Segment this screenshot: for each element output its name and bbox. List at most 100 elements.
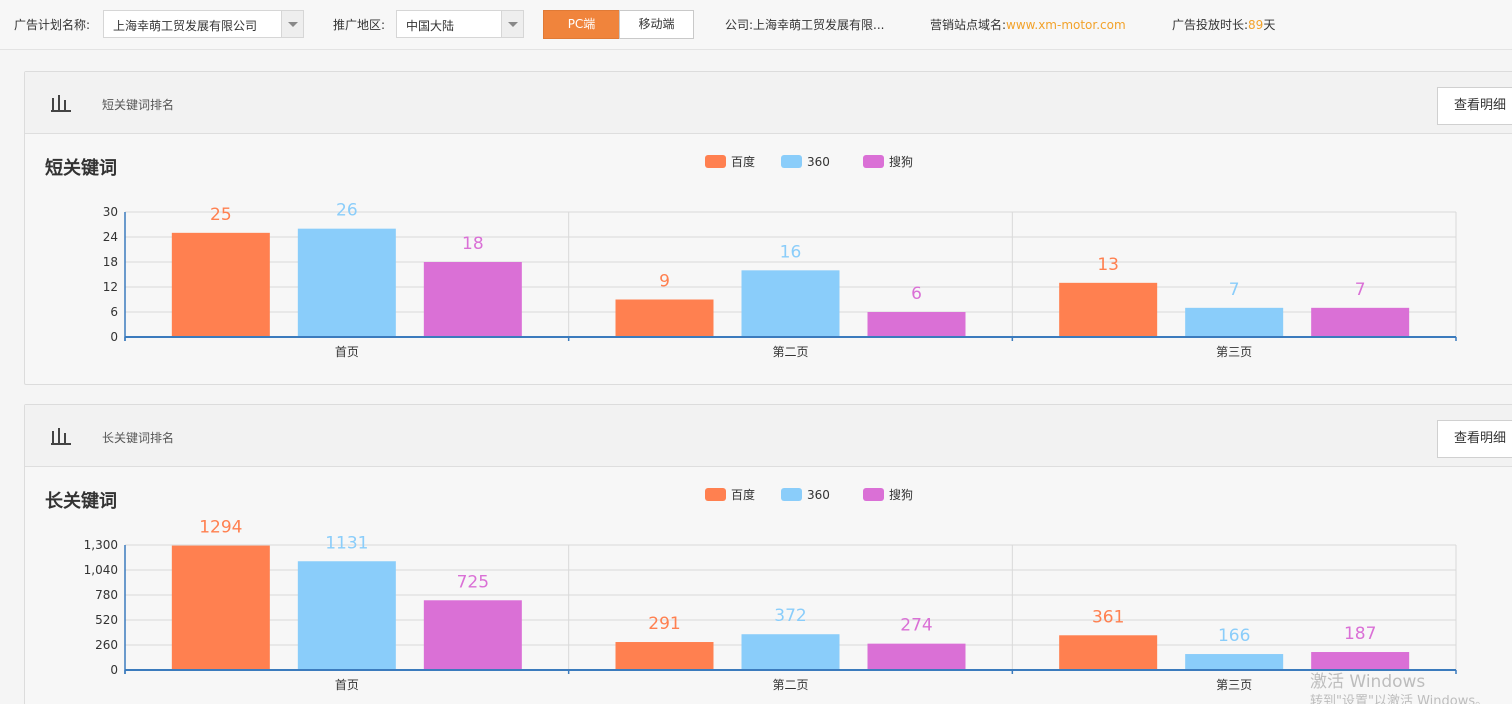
duration-unit: 天 [1263, 18, 1276, 32]
bar-sougou [423, 600, 522, 670]
region-label: 推广地区: [333, 18, 386, 32]
bar-360 [297, 228, 396, 337]
bar-360 [1185, 654, 1284, 670]
region-select[interactable]: 中国大陆 [396, 10, 524, 38]
region-select-value: 中国大陆 [406, 19, 455, 33]
bar-value-label: 1294 [199, 518, 242, 538]
x-tick-label: 第三页 [1216, 678, 1252, 692]
company-value: 上海幸萌工贸发展有限... [753, 18, 885, 32]
panel-header: 短关键词排名 查看明细 [25, 72, 1512, 134]
bar-value-label: 372 [774, 606, 806, 626]
y-tick-label: 260 [95, 638, 118, 652]
windows-watermark-subtitle: 转到"设置"以激活 Windows。 [1310, 694, 1489, 704]
plan-label: 广告计划名称: [14, 18, 91, 32]
windows-watermark-title: 激活 Windows [1310, 672, 1426, 692]
bar-value-label: 361 [1092, 607, 1124, 627]
legend-swatch [863, 155, 884, 168]
y-tick-label: 1,040 [84, 563, 118, 577]
bar-360 [1185, 307, 1284, 337]
domain-link[interactable]: www.xm-motor.com [1006, 18, 1126, 32]
plan-select[interactable]: 上海幸萌工贸发展有限公司 [103, 10, 304, 38]
panel-header-title: 长关键词排名 [102, 431, 175, 445]
bar-360 [741, 634, 840, 670]
bar-360 [297, 561, 396, 670]
bar-chart-icon [51, 95, 71, 112]
domain-label: 营销站点域名: [930, 18, 1007, 32]
company-info: 公司:上海幸萌工贸发展有限... [725, 16, 885, 33]
bar-baidu [1059, 635, 1158, 670]
chart-title: 长关键词 [45, 490, 117, 512]
bar-value-label: 26 [336, 201, 358, 221]
short-keyword-chart: 短关键词 百度 360 搜狗 0 6 12 18 24 30 25 26 18 首页 9 16 6 第二页 13 7 7… [45, 154, 1457, 359]
bar-value-label: 25 [210, 205, 232, 225]
plan-select-value: 上海幸萌工贸发展有限公司 [113, 19, 258, 33]
bar-value-label: 291 [648, 614, 680, 634]
legend-swatch [705, 488, 726, 501]
bar-value-label: 16 [780, 242, 802, 262]
legend-label: 360 [807, 488, 830, 502]
bar-value-label: 13 [1097, 255, 1119, 275]
view-detail-button[interactable]: 查看明细 [1437, 87, 1512, 125]
bar-value-label: 1131 [325, 533, 368, 553]
domain-info: 营销站点域名:www.xm-motor.com [930, 16, 1126, 33]
bar-value-label: 9 [659, 272, 670, 292]
bar-value-label: 166 [1218, 626, 1250, 646]
bar-baidu [171, 232, 270, 337]
bar-baidu [615, 642, 714, 670]
panel-header-title: 短关键词排名 [102, 98, 175, 112]
bar-baidu [1059, 282, 1158, 337]
bar-value-label: 18 [462, 234, 484, 254]
y-tick-label: 18 [103, 255, 118, 269]
y-tick-label: 30 [103, 205, 118, 219]
duration-label: 广告投放时长: [1172, 18, 1249, 32]
bar-sougou [867, 312, 966, 337]
legend-label: 百度 [731, 487, 755, 502]
company-label: 公司: [725, 18, 754, 32]
chart-title: 短关键词 [45, 157, 117, 179]
long-keyword-chart: 长关键词 百度 360 搜狗 0 260 520 780 1,040 1,300 1294 1131 7… [45, 487, 1457, 692]
bar-baidu [615, 299, 714, 337]
x-tick-label: 第二页 [772, 345, 808, 359]
pc-tab-button[interactable]: PC端 [543, 10, 620, 39]
y-tick-label: 520 [95, 613, 118, 627]
chevron-down-icon[interactable] [281, 11, 303, 37]
legend-label: 搜狗 [889, 487, 913, 502]
y-tick-label: 0 [110, 330, 118, 344]
y-tick-label: 0 [110, 663, 118, 677]
legend-label: 搜狗 [889, 154, 913, 169]
bar-360 [741, 270, 840, 337]
bar-sougou [1311, 307, 1410, 337]
bar-value-label: 274 [900, 616, 932, 636]
x-tick-label: 首页 [335, 678, 359, 692]
legend-swatch [781, 488, 802, 501]
bar-sougou [867, 643, 966, 670]
bar-sougou [1311, 652, 1410, 670]
bar-sougou [423, 262, 522, 337]
mobile-tab-button[interactable]: 移动端 [619, 10, 694, 39]
short-keyword-panel: 短关键词排名 查看明细 短关键词 百度 360 搜狗 0 6 12 18 24 30 25 26 18 首… [24, 71, 1512, 385]
legend-label: 360 [807, 155, 830, 169]
legend-swatch [705, 155, 726, 168]
x-tick-label: 首页 [335, 345, 359, 359]
bar-value-label: 187 [1344, 624, 1376, 644]
y-tick-label: 24 [103, 230, 118, 244]
long-keyword-panel: 长关键词排名 查看明细 长关键词 百度 360 搜狗 0 260 520 780 1,040 1,… [24, 404, 1512, 704]
x-tick-label: 第三页 [1216, 345, 1252, 359]
bar-chart-icon [51, 428, 71, 445]
bar-value-label: 7 [1355, 280, 1366, 300]
duration-value: 89 [1248, 18, 1264, 32]
duration-info: 广告投放时长:89天 [1172, 16, 1275, 33]
top-filter-bar: 广告计划名称: 上海幸萌工贸发展有限公司 推广地区: 中国大陆 PC端 移动端 … [0, 0, 1512, 50]
y-tick-label: 12 [103, 280, 118, 294]
legend-label: 百度 [731, 154, 755, 169]
legend-swatch [863, 488, 884, 501]
bar-baidu [171, 545, 270, 670]
bar-value-label: 7 [1229, 280, 1240, 300]
chevron-down-icon[interactable] [501, 11, 523, 37]
view-detail-button[interactable]: 查看明细 [1437, 420, 1512, 458]
y-tick-label: 6 [110, 305, 118, 319]
bar-value-label: 725 [457, 572, 489, 592]
bar-value-label: 6 [911, 284, 922, 304]
panel-header: 长关键词排名 查看明细 [25, 405, 1512, 467]
legend-swatch [781, 155, 802, 168]
